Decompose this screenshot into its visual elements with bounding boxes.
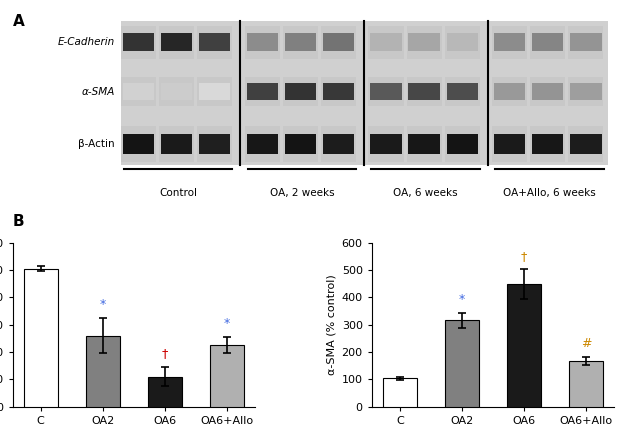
FancyBboxPatch shape xyxy=(159,126,194,162)
FancyBboxPatch shape xyxy=(321,26,356,59)
Bar xyxy=(24,268,58,407)
FancyBboxPatch shape xyxy=(321,77,356,107)
Bar xyxy=(382,378,417,407)
FancyBboxPatch shape xyxy=(445,77,480,107)
Text: A: A xyxy=(13,15,24,30)
FancyBboxPatch shape xyxy=(492,26,527,59)
FancyBboxPatch shape xyxy=(321,126,356,162)
FancyBboxPatch shape xyxy=(369,77,404,107)
Y-axis label: α-SMA (% control): α-SMA (% control) xyxy=(326,274,336,375)
FancyBboxPatch shape xyxy=(408,33,440,51)
FancyBboxPatch shape xyxy=(285,83,316,100)
FancyBboxPatch shape xyxy=(446,33,478,51)
Text: *: * xyxy=(224,317,230,330)
FancyBboxPatch shape xyxy=(199,134,230,154)
FancyBboxPatch shape xyxy=(371,83,402,100)
FancyBboxPatch shape xyxy=(246,33,278,51)
FancyBboxPatch shape xyxy=(369,26,404,59)
Text: α-SMA: α-SMA xyxy=(82,86,115,97)
FancyBboxPatch shape xyxy=(121,77,156,107)
Text: *: * xyxy=(100,298,106,311)
FancyBboxPatch shape xyxy=(283,126,318,162)
FancyBboxPatch shape xyxy=(571,83,601,100)
FancyBboxPatch shape xyxy=(161,33,192,51)
FancyBboxPatch shape xyxy=(532,83,564,100)
FancyBboxPatch shape xyxy=(532,33,564,51)
FancyBboxPatch shape xyxy=(530,26,566,59)
FancyBboxPatch shape xyxy=(371,33,402,51)
FancyBboxPatch shape xyxy=(199,83,230,100)
FancyBboxPatch shape xyxy=(245,26,280,59)
FancyBboxPatch shape xyxy=(121,21,608,166)
FancyBboxPatch shape xyxy=(121,126,156,162)
FancyBboxPatch shape xyxy=(245,77,280,107)
FancyBboxPatch shape xyxy=(569,77,604,107)
Text: β-Actin: β-Actin xyxy=(78,139,115,149)
FancyBboxPatch shape xyxy=(494,33,525,51)
FancyBboxPatch shape xyxy=(123,83,154,100)
FancyBboxPatch shape xyxy=(446,134,478,154)
FancyBboxPatch shape xyxy=(246,83,278,100)
FancyBboxPatch shape xyxy=(492,77,527,107)
Text: E-Cadherin: E-Cadherin xyxy=(58,37,115,48)
FancyBboxPatch shape xyxy=(445,26,480,59)
FancyBboxPatch shape xyxy=(123,33,154,51)
FancyBboxPatch shape xyxy=(494,83,525,100)
Text: B: B xyxy=(13,214,24,229)
FancyBboxPatch shape xyxy=(159,26,194,59)
FancyBboxPatch shape xyxy=(369,126,404,162)
Text: †: † xyxy=(521,250,527,263)
Bar xyxy=(569,361,603,407)
FancyBboxPatch shape xyxy=(199,33,230,51)
Text: OA+Allo, 6 weeks: OA+Allo, 6 weeks xyxy=(503,188,596,199)
FancyBboxPatch shape xyxy=(446,83,478,100)
FancyBboxPatch shape xyxy=(406,77,441,107)
FancyBboxPatch shape xyxy=(530,77,566,107)
FancyBboxPatch shape xyxy=(408,134,440,154)
Text: *: * xyxy=(459,293,465,306)
FancyBboxPatch shape xyxy=(569,126,604,162)
FancyBboxPatch shape xyxy=(371,134,402,154)
FancyBboxPatch shape xyxy=(323,83,354,100)
FancyBboxPatch shape xyxy=(285,134,316,154)
FancyBboxPatch shape xyxy=(532,134,564,154)
Text: #: # xyxy=(581,337,592,350)
FancyBboxPatch shape xyxy=(323,33,354,51)
FancyBboxPatch shape xyxy=(161,134,192,154)
FancyBboxPatch shape xyxy=(323,134,354,154)
FancyBboxPatch shape xyxy=(283,77,318,107)
Text: OA, 6 weeks: OA, 6 weeks xyxy=(393,188,458,199)
FancyBboxPatch shape xyxy=(197,77,232,107)
FancyBboxPatch shape xyxy=(159,77,194,107)
FancyBboxPatch shape xyxy=(121,26,156,59)
FancyBboxPatch shape xyxy=(283,26,318,59)
FancyBboxPatch shape xyxy=(530,126,566,162)
Bar xyxy=(445,321,479,407)
FancyBboxPatch shape xyxy=(408,83,440,100)
FancyBboxPatch shape xyxy=(197,126,232,162)
FancyBboxPatch shape xyxy=(571,33,601,51)
Bar xyxy=(148,377,182,407)
FancyBboxPatch shape xyxy=(245,126,280,162)
Text: Control: Control xyxy=(159,188,197,199)
FancyBboxPatch shape xyxy=(571,134,601,154)
FancyBboxPatch shape xyxy=(406,126,441,162)
FancyBboxPatch shape xyxy=(161,83,192,100)
FancyBboxPatch shape xyxy=(406,26,441,59)
FancyBboxPatch shape xyxy=(246,134,278,154)
FancyBboxPatch shape xyxy=(445,126,480,162)
Bar xyxy=(210,345,245,407)
FancyBboxPatch shape xyxy=(197,26,232,59)
Bar xyxy=(86,336,120,407)
FancyBboxPatch shape xyxy=(492,126,527,162)
FancyBboxPatch shape xyxy=(494,134,525,154)
Text: †: † xyxy=(162,348,168,360)
Text: OA, 2 weeks: OA, 2 weeks xyxy=(270,188,334,199)
Bar xyxy=(507,284,541,407)
FancyBboxPatch shape xyxy=(569,26,604,59)
FancyBboxPatch shape xyxy=(123,134,154,154)
FancyBboxPatch shape xyxy=(285,33,316,51)
